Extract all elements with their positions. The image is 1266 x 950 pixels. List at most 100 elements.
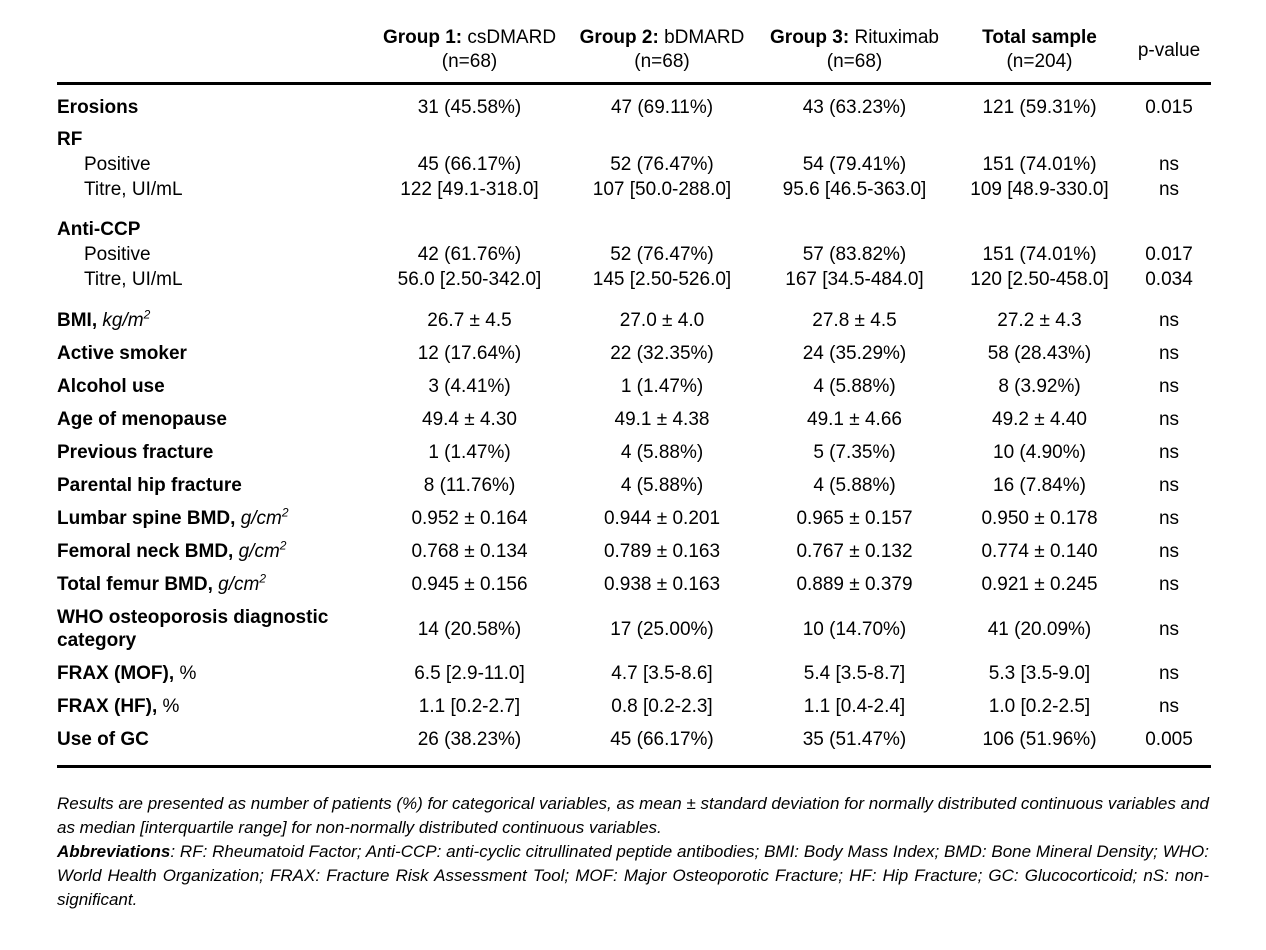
table-cell: 109 [48.9-330.0]	[970, 179, 1109, 200]
row-label: Active smoker	[57, 343, 187, 364]
table-row: Femoral neck BMD, g/cm2 0.768 ± 0.134 0.78…	[57, 535, 1211, 568]
column-header-title: Group 1: csDMARD	[382, 27, 557, 48]
table-cell: 0.789 ± 0.163	[603, 541, 721, 562]
table-cell: 0.8 [0.2-2.3]	[611, 696, 713, 717]
row-label: WHO osteoporosis diagnostic category	[57, 607, 329, 651]
table-row: FRAX (MOF), % 6.5 [2.9-11.0] 4.7 [3.5-8.6]…	[57, 657, 1211, 690]
table-cell: 43 (63.23%)	[802, 97, 907, 118]
row-label: Parental hip fracture	[57, 475, 242, 496]
table-cell: 151 (74.01%)	[982, 244, 1097, 265]
table-row: Total femur BMD, g/cm2 0.945 ± 0.156 0.938…	[57, 568, 1211, 601]
row-label: BMI, kg/m2	[57, 307, 151, 331]
table-cell: 145 [2.50-526.0]	[592, 269, 732, 290]
table-cell: 49.2 ± 4.40	[992, 409, 1087, 430]
p-value-cell: ns	[1158, 409, 1180, 430]
table-cell: 5.3 [3.5-9.0]	[988, 663, 1091, 684]
row-label: FRAX (HF), %	[57, 696, 180, 717]
table-cell: 0.965 ± 0.157	[796, 508, 913, 529]
row-label: Femoral neck BMD, g/cm2	[57, 538, 287, 562]
table-cell: 45 (66.17%)	[610, 729, 714, 750]
table-cell: 49.1 ± 4.66	[807, 409, 902, 430]
column-header-title: Total sample	[982, 27, 1097, 48]
table-row: Previous fracture 1 (1.47%) 4 (5.88%) 5 (7.…	[57, 436, 1211, 469]
p-value-cell: ns	[1158, 442, 1180, 463]
table-row: RF	[57, 124, 1211, 152]
table-cell: 4.7 [3.5-8.6]	[611, 663, 713, 684]
table-row: Alcohol use 3 (4.41%) 1 (1.47%) 4 (5.88%) 8 …	[57, 370, 1211, 403]
p-value-cell: 0.034	[1145, 269, 1193, 290]
p-value-cell: ns	[1158, 663, 1180, 684]
table-cell: 121 (59.31%)	[982, 97, 1097, 118]
table-cell: 47 (69.11%)	[610, 97, 714, 118]
table-row: Anti-CCP	[57, 214, 1211, 242]
table-header: Group 1: csDMARD (n=68) Group 2: bDMARD (n=…	[57, 26, 1211, 85]
column-header-n: (n=68)	[826, 51, 883, 72]
table-row: Use of GC 26 (38.23%) 45 (66.17%) 35 (51.47…	[57, 723, 1211, 756]
table-cell: 12 (17.64%)	[417, 343, 522, 364]
table-cell: 6.5 [2.9-11.0]	[414, 663, 525, 684]
table-cell: 95.6 [46.5-363.0]	[782, 179, 927, 200]
row-label: Total femur BMD, g/cm2	[57, 571, 267, 595]
table-cell: 0.774 ± 0.140	[981, 541, 1098, 562]
table-cell: 26.7 ± 4.5	[427, 310, 512, 331]
table-cell: 57 (83.82%)	[802, 244, 907, 265]
table-cell: 42 (61.76%)	[417, 244, 522, 265]
table-cell: 49.1 ± 4.38	[614, 409, 710, 430]
column-header-group: Group 3: Rituximab (n=68)	[757, 26, 952, 74]
table-cell: 151 (74.01%)	[982, 154, 1097, 175]
table-cell: 1.1 [0.2-2.7]	[418, 696, 521, 717]
table-cell: 0.938 ± 0.163	[603, 574, 721, 595]
row-label: Anti-CCP	[57, 219, 141, 240]
table-cell: 8 (11.76%)	[423, 475, 516, 496]
table-cell: 3 (4.41%)	[428, 376, 511, 397]
table-cell: 120 [2.50-458.0]	[970, 269, 1109, 290]
row-label: Alcohol use	[57, 376, 165, 397]
footnote-results: Results are presented as number of patie…	[57, 794, 1209, 837]
p-value-cell: ns	[1158, 541, 1180, 562]
table-cell: 26 (38.23%)	[417, 729, 522, 750]
table-cell: 27.0 ± 4.0	[619, 310, 705, 331]
table-row: WHO osteoporosis diagnostic category 14 (…	[57, 601, 1211, 657]
p-value-cell: ns	[1158, 574, 1180, 595]
table-row: Positive 42 (61.76%) 52 (76.47%) 57 (83.82%…	[57, 242, 1211, 267]
column-header-n: (n=204)	[1006, 51, 1073, 72]
table-cell: 1.0 [0.2-2.5]	[988, 696, 1091, 717]
table-row: Parental hip fracture 8 (11.76%) 4 (5.88%)…	[57, 469, 1211, 502]
table-cell: 107 [50.0-288.0]	[592, 179, 732, 200]
table-body: Erosions 31 (45.58%) 47 (69.11%) 43 (63.23%…	[57, 85, 1211, 768]
p-value-cell: 0.005	[1145, 729, 1193, 750]
p-value-cell: 0.017	[1145, 244, 1193, 265]
table-cell: 16 (7.84%)	[993, 475, 1086, 496]
table-cell: 27.2 ± 4.3	[997, 310, 1082, 331]
table-row: Titre, UI/mL 122 [49.1-318.0] 107 [50.0-28…	[57, 177, 1211, 202]
p-value-cell: ns	[1158, 696, 1180, 717]
abbreviations-label: Abbreviations	[57, 842, 171, 861]
table-cell: 0.767 ± 0.132	[796, 541, 913, 562]
table-row: Titre, UI/mL 56.0 [2.50-342.0] 145 [2.50-5…	[57, 267, 1211, 292]
table-row: Positive 45 (66.17%) 52 (76.47%) 54 (79.41%…	[57, 152, 1211, 177]
table-cell: 58 (28.43%)	[987, 343, 1092, 364]
table-row: BMI, kg/m2 26.7 ± 4.5 27.0 ± 4.0 27.8 ± 4.5…	[57, 304, 1211, 337]
table-cell: 0.921 ± 0.245	[981, 574, 1098, 595]
row-label: Positive	[84, 154, 151, 175]
table-cell: 122 [49.1-318.0]	[400, 179, 539, 200]
p-value-cell: ns	[1158, 475, 1180, 496]
abbreviations-text: : RF: Rheumatoid Factor; Anti-CCP: anti-…	[57, 842, 1209, 909]
table-cell: 0.950 ± 0.178	[981, 508, 1098, 529]
p-value-cell: ns	[1158, 154, 1180, 175]
table-cell: 24 (35.29%)	[802, 343, 907, 364]
row-label: Positive	[84, 244, 151, 265]
row-label: Titre, UI/mL	[84, 179, 183, 200]
table-cell: 52 (76.47%)	[610, 244, 714, 265]
column-header-title: Group 3: Rituximab	[770, 27, 939, 48]
table-cell: 0.952 ± 0.164	[411, 508, 528, 529]
table-cell: 10 (4.90%)	[993, 442, 1086, 463]
table-cell: 5 (7.35%)	[813, 442, 896, 463]
row-label: FRAX (MOF), %	[57, 663, 197, 684]
table-cell: 4 (5.88%)	[813, 475, 896, 496]
table-cell: 45 (66.17%)	[417, 154, 522, 175]
p-value-cell: ns	[1158, 310, 1180, 331]
row-label: Erosions	[57, 97, 139, 118]
table-cell: 10 (14.70%)	[802, 618, 907, 640]
row-label: Previous fracture	[57, 442, 214, 463]
